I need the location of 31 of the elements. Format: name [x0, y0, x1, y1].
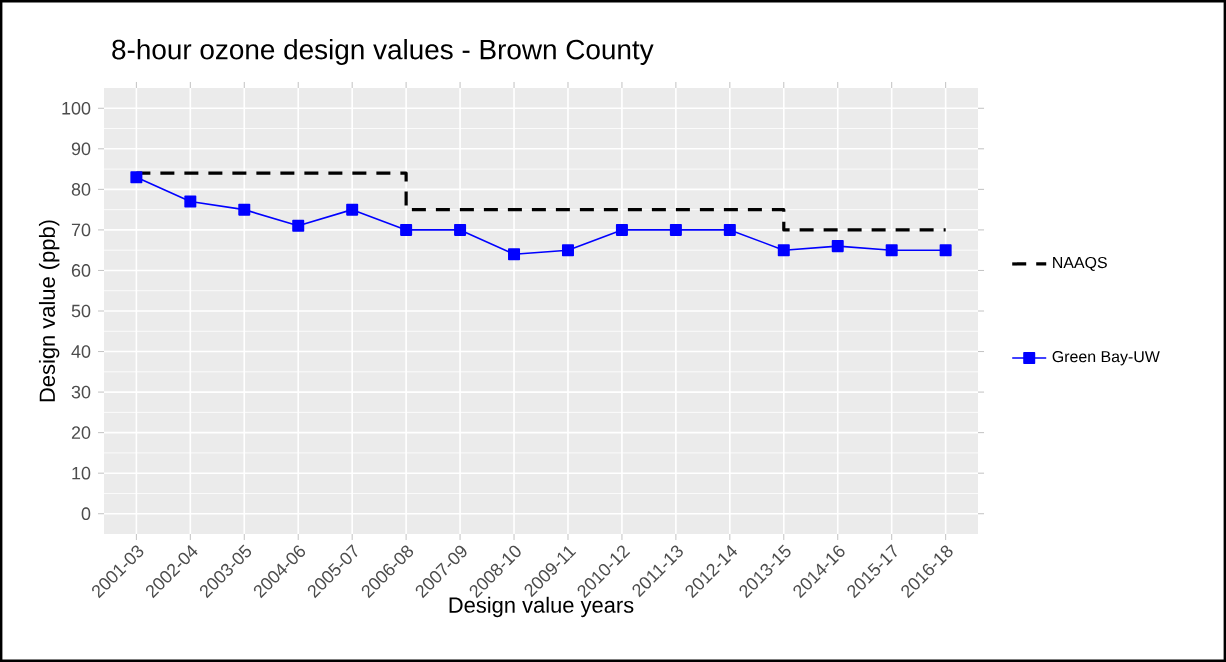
point — [130, 171, 143, 184]
point — [885, 244, 898, 257]
y-tick-label: 70 — [71, 223, 91, 237]
y-tick-label: 30 — [71, 385, 91, 399]
y-tick-label: 90 — [71, 142, 91, 156]
y-tick-label: 100 — [62, 101, 91, 115]
point — [561, 244, 574, 257]
y-tick-label: 60 — [71, 264, 91, 277]
point — [723, 223, 736, 236]
legend-label: NAAQS — [1053, 256, 1107, 272]
point — [615, 223, 628, 236]
point — [508, 248, 521, 261]
y-tick-label: 10 — [72, 466, 91, 480]
point — [292, 219, 305, 232]
y-tick-label: 40 — [71, 345, 91, 358]
y-tick-label: 20 — [71, 426, 91, 439]
point — [184, 195, 197, 208]
y-tick-label: 80 — [71, 183, 91, 196]
y-tick-label: 0 — [81, 507, 91, 521]
y-axis-title: Design value (ppb) — [38, 220, 60, 402]
point — [669, 223, 682, 236]
point — [400, 223, 413, 236]
point — [454, 223, 467, 236]
point — [777, 244, 790, 257]
chart-title: 8-hour ozone design values - Brown County — [112, 38, 654, 65]
point — [238, 203, 251, 216]
legend-label: Green Bay-UW — [1052, 350, 1160, 366]
point — [346, 203, 359, 216]
point — [939, 244, 952, 257]
y-tick-label: 50 — [71, 304, 91, 318]
point — [831, 240, 844, 253]
